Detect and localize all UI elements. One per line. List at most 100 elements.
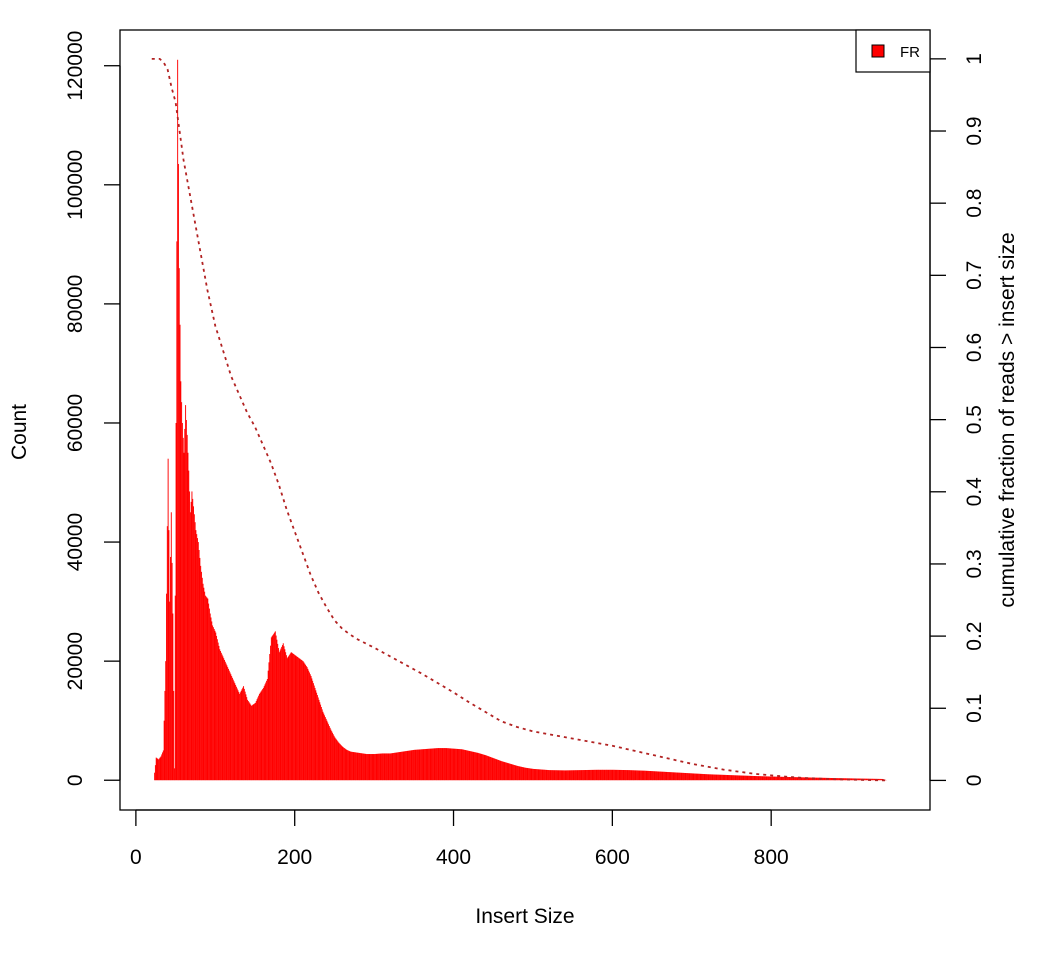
- histogram-bar: [332, 734, 334, 781]
- histogram-bar: [767, 776, 769, 781]
- histogram-bar: [884, 779, 886, 781]
- histogram-bar: [202, 583, 204, 781]
- histogram-bar: [650, 771, 652, 781]
- histogram-bar: [522, 767, 524, 781]
- histogram-bar: [215, 632, 217, 781]
- histogram-bar: [751, 775, 753, 781]
- histogram-bar: [513, 764, 515, 781]
- histogram-bar: [752, 775, 754, 781]
- histogram-bar: [456, 748, 458, 781]
- histogram-bar: [688, 773, 690, 781]
- histogram-bar: [562, 770, 564, 781]
- histogram-bar: [531, 768, 533, 781]
- y-tick-label: 120000: [64, 31, 87, 101]
- histogram-bar: [492, 757, 494, 781]
- histogram-bar: [482, 754, 484, 781]
- histogram-bar: [411, 750, 413, 781]
- histogram-bar: [838, 778, 840, 781]
- histogram-bar: [795, 777, 797, 781]
- histogram-bar: [435, 748, 437, 781]
- histogram-bar: [575, 770, 576, 781]
- histogram-bar: [230, 674, 232, 781]
- histogram-bar: [225, 663, 227, 781]
- histogram-bar: [177, 59, 179, 781]
- histogram-bar: [319, 702, 321, 781]
- histogram-bar: [490, 757, 491, 781]
- histogram-bar: [398, 752, 400, 781]
- histogram-bar: [779, 776, 781, 781]
- histogram-bar: [393, 752, 395, 781]
- histogram-bar: [749, 775, 751, 781]
- histogram-bar: [336, 740, 338, 781]
- histogram-bar: [740, 775, 742, 781]
- histogram-bar: [363, 753, 364, 781]
- histogram-bar: [335, 738, 337, 781]
- histogram-bar: [729, 775, 731, 781]
- histogram-bar: [212, 625, 214, 781]
- histogram-bar: [451, 748, 453, 781]
- histogram-bar: [762, 776, 764, 781]
- histogram-bar: [187, 452, 189, 781]
- histogram-bar: [679, 772, 680, 781]
- histogram-bar: [176, 241, 178, 781]
- histogram-bar: [368, 754, 370, 781]
- histogram-bar: [798, 777, 800, 781]
- histogram-bar: [564, 770, 566, 781]
- histogram-bar: [744, 775, 746, 781]
- histogram-bar: [312, 683, 314, 781]
- histogram-bar: [203, 587, 205, 781]
- histogram-bar: [803, 777, 805, 781]
- histogram-bar: [266, 680, 268, 781]
- histogram-bar: [788, 777, 790, 781]
- histogram-bar: [544, 769, 545, 781]
- histogram-bar: [503, 761, 505, 781]
- histogram-bar: [722, 774, 724, 781]
- histogram-bar: [548, 770, 550, 781]
- histogram-bar: [155, 757, 157, 781]
- histogram-bar: [177, 163, 179, 781]
- histogram-bar: [166, 526, 168, 781]
- cumulative-fraction-line: [151, 57, 887, 782]
- histogram-bar: [317, 697, 319, 781]
- histogram-bar: [515, 765, 517, 781]
- histogram-bar: [759, 776, 761, 781]
- plot-layer: [151, 57, 887, 782]
- x-tick-label: 200: [277, 846, 312, 869]
- histogram-bar: [547, 769, 549, 781]
- histogram-bar: [451, 748, 453, 781]
- histogram-bar: [822, 777, 824, 781]
- histogram-bar: [316, 692, 318, 781]
- histogram-bar: [598, 769, 600, 781]
- histogram-bar: [158, 759, 160, 781]
- histogram-bar: [802, 777, 804, 781]
- histogram-bar: [415, 749, 417, 781]
- histogram-bar: [339, 743, 341, 781]
- histogram-bar: [798, 777, 800, 781]
- histogram-bar: [208, 603, 210, 781]
- histogram-bar: [447, 748, 449, 781]
- histogram-bar: [343, 748, 345, 781]
- histogram-bar: [436, 748, 438, 781]
- histogram-bar: [278, 648, 279, 781]
- histogram-bar: [480, 753, 482, 781]
- histogram-bar: [392, 753, 394, 781]
- histogram-bar: [761, 776, 763, 781]
- histogram-bar: [174, 768, 175, 781]
- histogram-bar: [858, 778, 860, 781]
- histogram-bar: [239, 693, 241, 781]
- histogram-bar: [209, 613, 211, 781]
- histogram-bar: [586, 770, 588, 781]
- histogram-bar: [586, 769, 588, 781]
- histogram-bar: [786, 776, 788, 781]
- histogram-bar: [401, 751, 403, 781]
- histogram-bar: [293, 654, 295, 781]
- histogram-bar: [233, 681, 235, 781]
- histogram-bar: [386, 753, 388, 781]
- histogram-bar: [593, 769, 595, 781]
- histogram-bar: [797, 777, 799, 781]
- histogram-bar: [783, 776, 785, 781]
- histogram-bar: [214, 630, 216, 781]
- histogram-bar: [264, 684, 266, 781]
- histogram-bar: [657, 771, 659, 781]
- histogram-bar: [678, 772, 680, 781]
